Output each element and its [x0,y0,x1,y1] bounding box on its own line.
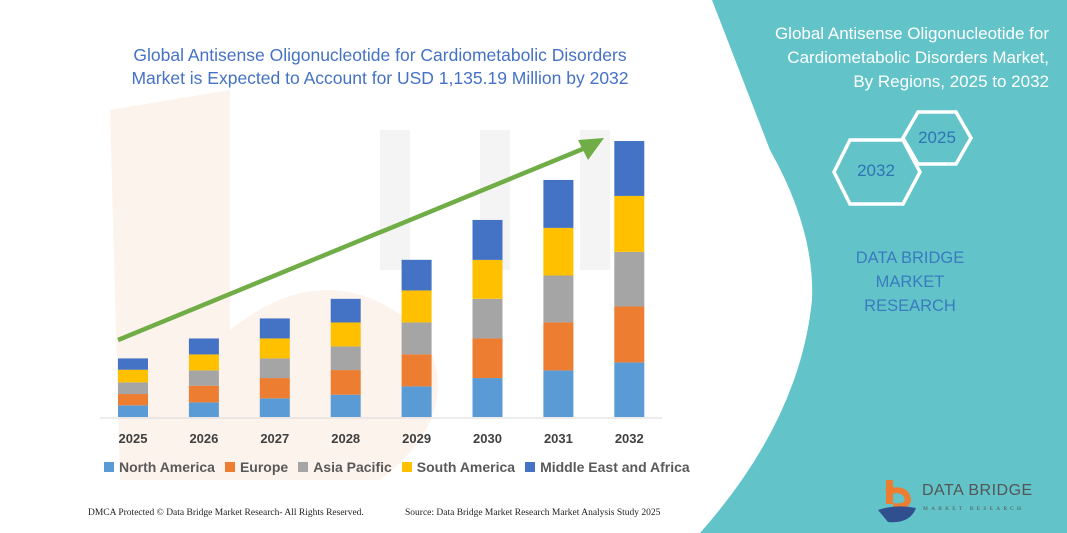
bar-segment-2030-south-america [472,259,503,299]
hex-end-year: 2032 [857,161,895,180]
bar-segment-2032-north-america [614,362,645,417]
bar-segment-2031-europe [543,322,574,371]
x-tick-label: 2032 [615,431,644,446]
x-tick-label: 2030 [473,431,502,446]
legend-label: Asia Pacific [313,459,392,475]
copyright-text: DMCA Protected © Data Bridge Market Rese… [88,508,364,518]
bar-segment-2032-europe [614,306,645,363]
x-tick-label: 2029 [402,431,431,446]
bar-segment-2025-asia-pacific [118,382,148,395]
trend-arrow-head [578,138,604,160]
brand-text: DATA BRIDGE MARKET RESEARCH [855,249,965,315]
page-title: Global Antisense Oligonucleotide for Car… [131,45,629,88]
x-tick-label: 2026 [189,431,218,446]
bar-segment-2030-north-america [472,378,503,417]
bar-segment-2028-europe [330,370,361,395]
bar-segment-2027-north-america [259,398,290,417]
bar-segment-2028-middle-east-and-africa [330,298,361,323]
bar-segment-2026-europe [188,385,219,403]
bar-segment-2030-asia-pacific [472,298,503,339]
source-text: Source: Data Bridge Market Research Mark… [405,508,661,518]
legend-label: South America [416,459,516,475]
bar-segment-2026-south-america [188,354,219,371]
legend-item: Asia Pacific [298,459,392,475]
x-tick-label: 2027 [260,431,289,446]
bar-segment-2027-south-america [259,338,290,359]
logo-subtitle: MARKET RESEARCH [923,506,1025,512]
x-tick-label: 2025 [119,431,148,446]
chart-legend: North America Europe Asia Pacific South Ame… [104,459,690,475]
trend-arrow-line [117,143,591,343]
hex-2025 [900,110,974,166]
bar-segment-2029-south-america [401,290,432,323]
bar-segment-2028-south-america [330,322,361,347]
bar-segment-2032-asia-pacific [614,251,645,307]
legend-label: Middle East and Africa [540,459,690,475]
bar-segment-2027-asia-pacific [259,358,290,379]
bar-segment-2027-middle-east-and-africa [259,318,290,339]
side-panel-title: Global Antisense Oligonucleotide for Car… [774,24,1049,91]
legend-item: South America [401,459,516,475]
x-tick-label: 2031 [544,431,573,446]
bar-segment-2026-north-america [188,402,219,417]
bar-segment-2026-middle-east-and-africa [188,338,219,355]
bar-segment-2030-europe [472,338,503,379]
bar-segment-2032-middle-east-and-africa [614,141,645,196]
bar-segment-2029-middle-east-and-africa [401,259,432,291]
logo-name: DATA BRIDGE [922,482,1033,499]
legend-swatch [298,462,309,472]
bar-segment-2025-middle-east-and-africa [118,358,148,370]
legend-item: Europe [224,459,289,475]
bar-segment-2031-asia-pacific [543,275,574,323]
bar-segment-2029-europe [401,354,432,387]
legend-item: North America [104,459,215,475]
bar-segment-2026-asia-pacific [188,370,219,386]
bar-segment-2030-middle-east-and-africa [472,219,503,260]
bar-segment-2028-asia-pacific [330,346,361,371]
legend-swatch [401,462,412,472]
bar-segment-2032-south-america [614,195,645,252]
bar-segment-2029-asia-pacific [401,322,432,355]
data-bridge-logo-icon [878,480,916,523]
bar-segment-2027-europe [259,378,290,399]
legend-label: Europe [239,459,289,475]
bar-segment-2031-north-america [543,370,574,417]
bar-segment-2025-north-america [118,405,148,417]
bar-segment-2031-south-america [543,227,574,276]
legend-label: North America [119,459,215,475]
bar-segment-2025-south-america [118,369,148,383]
legend-item: Middle East and Africa [525,459,690,475]
legend-swatch [224,462,235,472]
bar-segment-2028-north-america [330,394,361,417]
bar-segment-2025-europe [118,394,148,406]
bar-segment-2029-north-america [401,386,432,417]
legend-swatch [525,462,536,472]
legend-swatch [104,462,114,472]
bar-segment-2031-middle-east-and-africa [543,179,574,228]
hex-start-year: 2025 [918,128,956,147]
x-tick-label: 2028 [331,431,360,446]
